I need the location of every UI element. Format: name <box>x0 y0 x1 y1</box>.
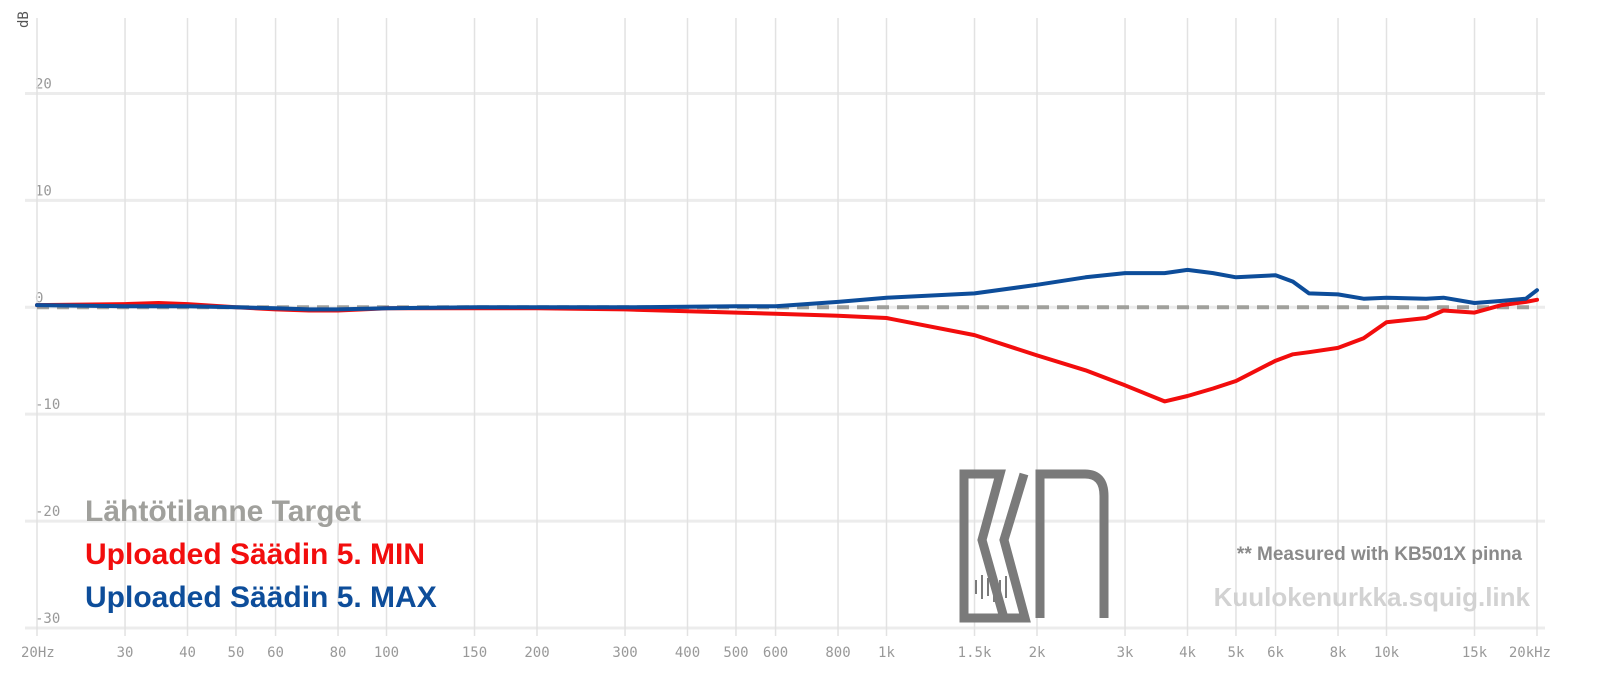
x-tick-label: 400 <box>675 645 700 661</box>
y-tick-label: 0 <box>35 290 43 306</box>
x-tick-label: 1.5k <box>958 645 992 661</box>
x-tick-label: 80 <box>330 645 347 661</box>
x-tick-label: 200 <box>524 645 549 661</box>
x-tick-label: 4k <box>1179 645 1196 661</box>
legend-entry: Uploaded Säädin 5. MIN <box>85 538 425 571</box>
logo <box>959 469 1109 623</box>
x-tick-label: 3k <box>1117 645 1134 661</box>
watermark: Kuulokenurkka.squig.link <box>1214 582 1531 612</box>
legend-entry: Uploaded Säädin 5. MAX <box>85 581 437 614</box>
x-tick-label: 8k <box>1330 645 1347 661</box>
y-tick-label: -10 <box>35 397 60 413</box>
x-tick-label: 6k <box>1267 645 1284 661</box>
x-tick-label: 60 <box>267 645 284 661</box>
x-tick-label: 5k <box>1228 645 1245 661</box>
x-tick-label: 10k <box>1374 645 1400 661</box>
legend-entry: Lähtötilanne Target <box>85 495 361 528</box>
y-tick-label: -30 <box>35 611 60 627</box>
y-tick-label: 20 <box>35 76 52 92</box>
x-tick-label: 150 <box>462 645 487 661</box>
x-tick-label: 30 <box>117 645 134 661</box>
x-tick-label: 500 <box>723 645 748 661</box>
y-tick-label: 10 <box>35 183 52 199</box>
x-tick-label: 600 <box>763 645 788 661</box>
grid: -30 -20 -10 0 10 20 20Hz 30 40 50 60 80 100 150 200 300… <box>21 18 1551 661</box>
y-axis-label: dB <box>16 11 32 28</box>
series-line <box>35 267 1539 312</box>
plot <box>35 267 1539 404</box>
x-tick-label: 800 <box>825 645 850 661</box>
x-tick-label: 50 <box>228 645 245 661</box>
x-tick-label: 20Hz <box>21 645 55 661</box>
x-tick-label: 100 <box>374 645 399 661</box>
annotation: ** Measured with KB501X pinna <box>1237 544 1523 565</box>
x-tick-label: 20kHz <box>1509 645 1551 661</box>
x-tick-label: 2k <box>1029 645 1046 661</box>
x-tick-label: 300 <box>612 645 637 661</box>
x-tick-label: 40 <box>179 645 196 661</box>
x-tick-label: 15k <box>1462 645 1488 661</box>
x-tick-label: 1k <box>878 645 895 661</box>
series-line <box>35 297 1539 404</box>
y-tick-label: -20 <box>35 504 60 520</box>
